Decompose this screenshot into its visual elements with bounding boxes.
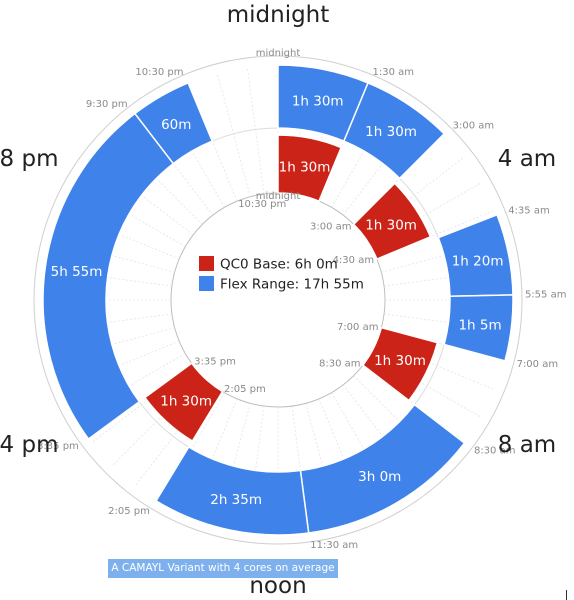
spoke-line [134,113,214,216]
tick-label: 9:30 pm [86,99,128,110]
outer-segment-0 [342,81,446,180]
legend-swatch [199,256,214,271]
spoke-line [160,392,225,504]
outer-boundary-circle [33,55,523,545]
tick-label: 10:30 pm [135,67,183,78]
tick-label: 7:00 am [337,322,379,333]
spoke-line [44,313,172,332]
clock-label: 8 pm [0,146,58,172]
inner-segment-1 [352,182,432,261]
outer-segment-label: 1h 5m [458,317,501,333]
clock-label: 4 am [498,146,556,172]
inner-segment-label: 1h 30m [365,217,417,233]
tick-label: 5:55 am [525,290,567,301]
tick-label: 1:30 am [373,67,415,78]
spoke-line [381,238,506,273]
outer-segment-label: 5h 55m [51,264,103,280]
tick-label: 11:30 am [310,540,358,551]
spoke-line [331,96,396,208]
legend-label: Flex Range: 17h 55m [220,277,364,293]
inner-segment-2 [361,326,439,402]
tick-label: 2:05 pm [108,506,150,517]
tick-label: 3:00 am [310,221,352,232]
spoke-line [246,406,265,534]
outer-segment-6 [155,446,310,536]
tick-label: 10:30 pm [238,199,286,210]
spoke-line [74,353,186,418]
spoke-line [318,398,369,518]
outer-segment-label: 2h 35m [210,492,262,508]
spoke-line [305,403,340,528]
spoke-line [353,375,445,467]
legend: QC0 Base: 6h 0m Flex Range: 17h 55m [199,256,364,293]
spoke-line [44,268,172,287]
spoke-line [342,113,422,216]
outer-segment-3 [443,294,514,362]
tick-label: midnight [256,191,301,202]
tick-label: 4:35 am [508,205,550,216]
tick-label: 3:00 am [453,120,495,131]
inner-segment-label: 1h 30m [374,353,426,369]
spoke-line [187,82,238,202]
outer-segment-11 [277,64,369,143]
spoke-line [160,96,225,208]
spoke-lines [43,65,513,535]
outer-segment-label: 3h 0m [358,469,401,485]
spoke-line [187,398,238,518]
spoke-line [60,340,180,391]
outer-segment-9 [133,81,214,165]
tick-label: 3:35 pm [37,441,79,452]
tick-label: 7:00 am [517,359,559,370]
clock-label: 8 am [498,432,556,458]
clock-label: midnight [227,2,330,28]
spoke-line [111,133,203,225]
spoke-line [331,392,396,504]
spoke-line [50,238,175,273]
legend-swatch [199,276,214,291]
inner-segment-label: 1h 30m [279,160,331,176]
spoke-line [216,403,251,528]
caption-badge: A CAMAYL Variant with 4 cores on average [108,559,338,578]
spoke-line [384,268,512,287]
outer-segment-label: 60m [161,117,191,133]
inner-segment-label: 1h 30m [160,393,212,409]
spoke-line [74,182,186,247]
inner-ring: 1h 30m 1h 30m 1h 30m 1h 30m [143,134,439,443]
tick-labels: midnight 1:30 am 3:00 am 4:35 am 5:55 am 7:00… [37,48,566,551]
tick-label: 4:30 am [333,255,375,266]
tick-label: 2:05 pm [224,384,266,395]
spoke-line [91,156,194,236]
legend-label: QC0 Base: 6h 0m [220,257,338,273]
tick-label: 3:35 pm [194,357,236,368]
spoke-line [291,406,310,534]
spoke-line [246,66,265,194]
outer-segment-label: 1h 30m [365,124,417,140]
inner-segment-0 [277,134,343,203]
tick-label: 8:30 am [319,358,361,369]
center-boundary-circle [170,192,386,408]
inner-segment-3 [143,362,224,443]
text-cursor [566,590,567,600]
outer-segment-label: 1h 30m [292,93,344,109]
spoke-line [50,327,175,362]
spoke-line [342,384,422,487]
spoke-line [216,72,251,197]
clock-label: 4 pm [0,432,58,458]
spoke-line [60,209,180,260]
outer-segment-label: 1h 20m [452,253,504,269]
spoke-line [384,313,512,332]
tick-label: midnight [256,48,301,59]
tick-label: 8:30 am [474,445,516,456]
